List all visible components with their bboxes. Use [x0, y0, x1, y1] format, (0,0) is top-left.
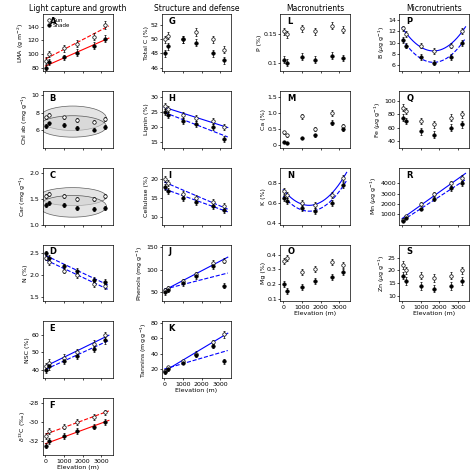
Text: N: N — [287, 171, 294, 180]
Ellipse shape — [39, 106, 107, 130]
Y-axis label: Tannins (mg g$^{-1}$): Tannins (mg g$^{-1}$) — [138, 322, 149, 377]
Y-axis label: Fe ($\mu$g g$^{-1}$): Fe ($\mu$g g$^{-1}$) — [373, 101, 383, 137]
Text: H: H — [169, 94, 175, 103]
X-axis label: Elevation (m): Elevation (m) — [413, 311, 456, 316]
Title: Structure and defense: Structure and defense — [154, 4, 239, 13]
Y-axis label: P (%): P (%) — [257, 35, 262, 51]
Ellipse shape — [39, 195, 107, 217]
Y-axis label: N (%): N (%) — [23, 264, 28, 282]
Text: S: S — [406, 247, 412, 256]
X-axis label: Elevation (m): Elevation (m) — [175, 388, 218, 393]
Text: F: F — [50, 401, 55, 410]
Text: G: G — [169, 17, 175, 26]
Title: Micronutrients: Micronutrients — [406, 4, 462, 13]
Y-axis label: B ($\mu$g g$^{-1}$): B ($\mu$g g$^{-1}$) — [376, 26, 387, 59]
Text: Q: Q — [406, 94, 413, 103]
Ellipse shape — [39, 116, 107, 137]
Text: M: M — [287, 94, 296, 103]
Text: P: P — [406, 17, 412, 26]
Y-axis label: NSC (%): NSC (%) — [25, 337, 30, 363]
Y-axis label: Mg (%): Mg (%) — [261, 262, 266, 284]
Y-axis label: $\delta^{13}$C (‰): $\delta^{13}$C (‰) — [17, 411, 27, 442]
Text: E: E — [50, 324, 55, 333]
Y-axis label: K (%): K (%) — [261, 188, 266, 205]
Y-axis label: Zn ($\mu$g g$^{-1}$): Zn ($\mu$g g$^{-1}$) — [376, 255, 387, 292]
Text: J: J — [169, 247, 172, 256]
X-axis label: Elevation (m): Elevation (m) — [294, 311, 337, 316]
Ellipse shape — [39, 188, 107, 206]
Text: I: I — [169, 171, 172, 180]
Text: D: D — [50, 247, 57, 256]
Y-axis label: Mn ($\mu$g g$^{-1}$): Mn ($\mu$g g$^{-1}$) — [369, 177, 379, 215]
Title: Macronutrients: Macronutrients — [286, 4, 345, 13]
Title: Light capture and growth: Light capture and growth — [29, 4, 126, 13]
Y-axis label: Total C (%): Total C (%) — [144, 26, 149, 60]
Text: A: A — [50, 17, 56, 26]
Text: R: R — [406, 171, 413, 180]
X-axis label: Elevation (m): Elevation (m) — [56, 465, 99, 470]
Y-axis label: Phenols (mg g$^{-1}$): Phenols (mg g$^{-1}$) — [135, 246, 145, 301]
Y-axis label: Cellulose (%): Cellulose (%) — [144, 175, 149, 217]
Text: K: K — [169, 324, 175, 333]
Text: L: L — [287, 17, 292, 26]
Y-axis label: Ca (%): Ca (%) — [261, 109, 266, 130]
Legend: Sun, Shade: Sun, Shade — [46, 17, 71, 29]
Y-axis label: Lignin (%): Lignin (%) — [144, 104, 149, 135]
Text: B: B — [50, 94, 56, 103]
Y-axis label: Chl ab (mg g$^{-1}$): Chl ab (mg g$^{-1}$) — [20, 94, 30, 145]
Y-axis label: LMA (g m$^{-2}$): LMA (g m$^{-2}$) — [16, 23, 26, 63]
Y-axis label: Car (mg g$^{-1}$): Car (mg g$^{-1}$) — [18, 175, 28, 217]
Text: O: O — [287, 247, 294, 256]
Text: C: C — [50, 171, 56, 180]
